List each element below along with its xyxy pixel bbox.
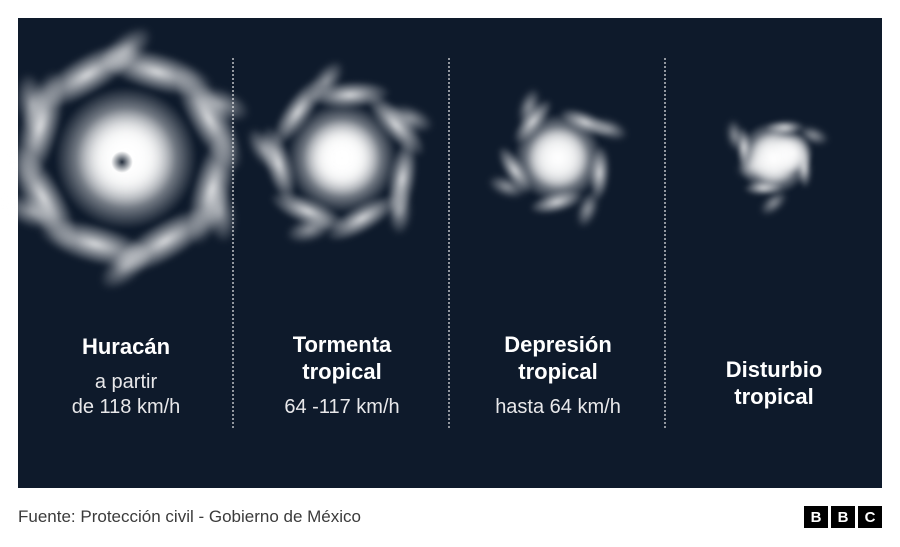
storm-graphic-holder (18, 18, 234, 298)
footer: Fuente: Protección civil - Gobierno de M… (18, 501, 882, 533)
bbc-logo-c: C (858, 506, 882, 528)
bbc-logo-b2: B (831, 506, 855, 528)
bbc-logo-b1: B (804, 506, 828, 528)
storm-label: Depresióntropical hasta 64 km/h (450, 332, 666, 420)
storm-title: Depresióntropical (464, 332, 652, 385)
bbc-logo: B B C (804, 506, 882, 528)
storm-classification-panel: Huracán a partirde 118 km/h Tormentatropic… (18, 18, 882, 488)
storm-subtitle: hasta 64 km/h (464, 395, 652, 420)
storm-title: Tormentatropical (248, 332, 436, 385)
storm-graphic-holder (450, 18, 666, 298)
storm-graphic-holder (234, 18, 450, 298)
storm-icon-depresion-tropical (496, 96, 620, 220)
storm-column-tormenta-tropical: Tormentatropical 64 -117 km/h (234, 18, 450, 488)
storm-column-disturbio-tropical: Disturbiotropical (666, 18, 882, 488)
storm-subtitle: 64 -117 km/h (248, 395, 436, 420)
storm-label: Disturbiotropical (666, 357, 882, 420)
storm-label: Huracán a partirde 118 km/h (18, 334, 234, 420)
storm-label: Tormentatropical 64 -117 km/h (234, 332, 450, 420)
source-text: Fuente: Protección civil - Gobierno de M… (18, 507, 361, 527)
storm-icon-disturbio-tropical (722, 106, 826, 210)
storm-subtitle: a partirde 118 km/h (32, 370, 220, 420)
storm-column-huracan: Huracán a partirde 118 km/h (18, 18, 234, 488)
storm-icon-tormenta-tropical (264, 80, 420, 236)
storm-graphic-holder (666, 18, 882, 298)
storm-column-depresion-tropical: Depresióntropical hasta 64 km/h (450, 18, 666, 488)
storm-title: Disturbiotropical (680, 357, 868, 410)
storm-icon-huracan (26, 58, 226, 258)
storm-title: Huracán (32, 334, 220, 360)
